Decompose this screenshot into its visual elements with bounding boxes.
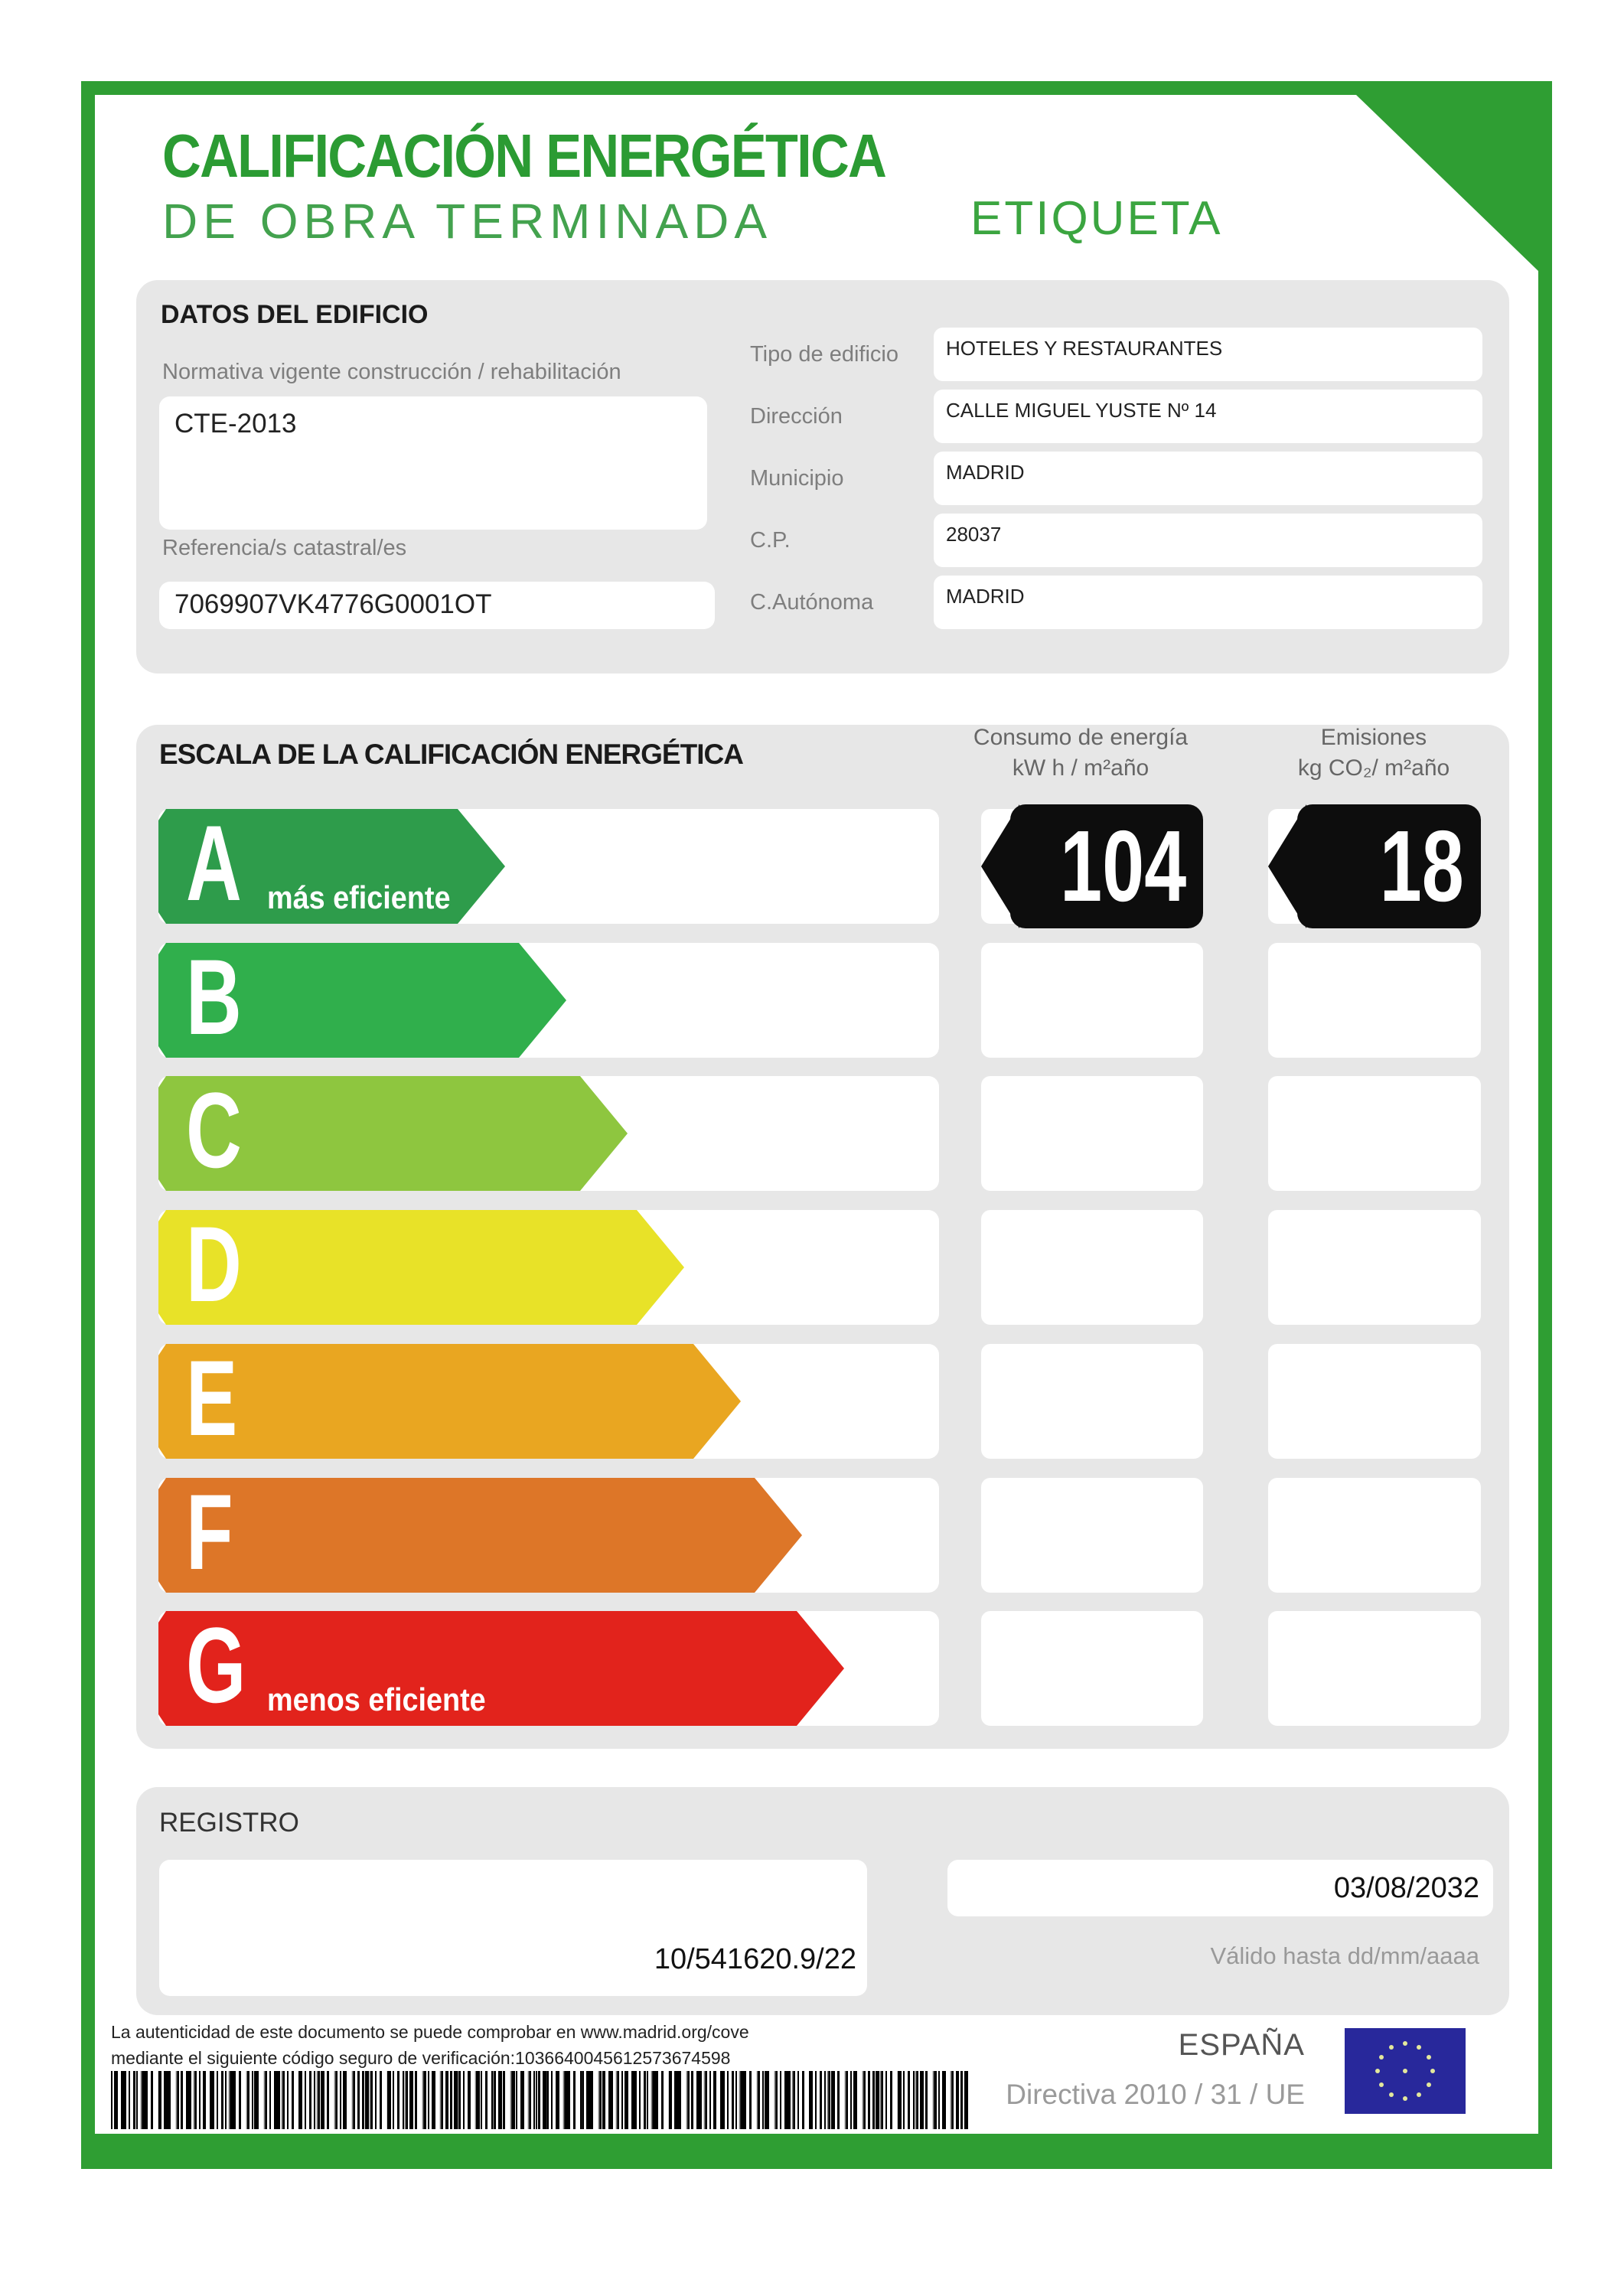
consumption-column-header: Consumo de energía kW h / m²año [954,722,1207,784]
rating-row: A más eficiente 104 18 [0,804,1624,928]
rating-letter: E [186,1338,238,1458]
emissions-header-line1: Emisiones [1320,725,1427,750]
building-field-row: Dirección CALLE MIGUEL YUSTE Nº 14 [750,390,1482,443]
page-title: CALIFICACIÓN ENERGÉTICA [162,122,887,190]
rating-row: G menos eficiente [0,1611,1624,1726]
consumption-cell [981,1611,1203,1726]
building-field-label: Tipo de edificio [750,341,898,367]
rating-arrow: E [158,1344,741,1459]
rating-letter: G [186,1605,246,1725]
consumption-cell [981,1210,1203,1325]
building-field-value: HOTELES Y RESTAURANTES [934,328,1482,381]
scale-section-title: ESCALA DE LA CALIFICACIÓN ENERGÉTICA [159,739,744,770]
eu-flag-stars [1403,2069,1407,2073]
building-field-row: Tipo de edificio HOTELES Y RESTAURANTES [750,328,1482,381]
rating-letter: B [186,937,242,1057]
emissions-badge: 18 [1268,804,1481,928]
building-field-label: C.P. [750,527,791,553]
building-field-value: 28037 [934,514,1482,567]
building-field-value: CALLE MIGUEL YUSTE Nº 14 [934,390,1482,443]
normativa-value: CTE-2013 [174,409,297,439]
valid-until-value: 03/08/2032 [1333,1872,1479,1904]
emissions-value: 18 [1379,810,1464,922]
page-subtitle: DE OBRA TERMINADA [162,194,773,249]
building-field-row: C.Autónoma MADRID [750,576,1482,629]
etiqueta-label: ETIQUETA [970,192,1223,245]
rating-arrow: C [158,1076,628,1191]
consumption-header-units: kW h / m²año [1012,755,1150,781]
emissions-cell [1268,1076,1481,1191]
emissions-cell [1268,1344,1481,1459]
rating-row: B [0,943,1624,1058]
referencia-field: 7069907VK4776G0001OT [159,582,715,629]
valid-until-field: 03/08/2032 [947,1860,1493,1916]
emissions-column-header: Emisiones kg CO₂/ m²año [1247,722,1500,784]
directive-label: Directiva 2010 / 31 / UE [1006,2079,1305,2110]
building-fields: Tipo de edificio HOTELES Y RESTAURANTES … [750,328,1482,629]
rating-arrow: D [158,1210,684,1325]
building-field-value: MADRID [934,452,1482,505]
consumption-value: 104 [1059,810,1186,922]
rating-note: menos eficiente [267,1681,486,1717]
rating-arrow: A más eficiente [158,809,505,924]
country-label: ESPAÑA [1178,2028,1305,2062]
rating-letter: D [186,1204,242,1324]
rating-note: más eficiente [267,879,451,915]
rating-row: C [0,1076,1624,1191]
rating-letter: F [186,1472,233,1592]
consumption-cell [981,1344,1203,1459]
eu-flag-icon [1345,2028,1466,2114]
emissions-cell [1268,943,1481,1058]
emissions-header-units: kg CO₂/ m²año [1297,755,1450,781]
building-field-row: C.P. 28037 [750,514,1482,567]
building-field-label: Dirección [750,403,843,429]
rating-letter: A [186,803,242,923]
referencia-label: Referencia/s catastral/es [162,536,407,560]
rating-arrow: B [158,943,566,1058]
registry-number-value: 10/541620.9/22 [654,1943,856,1975]
rating-row: F [0,1478,1624,1593]
rating-letter: C [186,1070,242,1190]
building-field-label: C.Autónoma [750,589,874,615]
rating-row: E [0,1344,1624,1459]
emissions-cell [1268,1210,1481,1325]
normativa-field: CTE-2013 [159,396,707,530]
authenticity-line1: La autenticidad de este documento se pue… [111,2022,749,2042]
consumption-cell [981,1076,1203,1191]
consumption-cell [981,943,1203,1058]
consumption-header-line1: Consumo de energía [973,725,1189,750]
building-field-label: Municipio [750,465,844,491]
normativa-label: Normativa vigente construcción / rehabil… [162,360,621,384]
building-section-title: DATOS DEL EDIFICIO [161,300,429,329]
badge-body [1010,804,1203,928]
registry-section-title: REGISTRO [159,1808,299,1838]
rating-arrow: G menos eficiente [158,1611,844,1726]
rating-arrow: F [158,1478,802,1593]
valid-until-label: Válido hasta dd/mm/aaaa [1210,1942,1479,1969]
emissions-cell [1268,1478,1481,1593]
referencia-value: 7069907VK4776G0001OT [174,589,492,619]
consumption-badge: 104 [981,804,1203,928]
barcode [111,2071,968,2129]
emissions-cell [1268,1611,1481,1726]
registry-number-field: 10/541620.9/22 [159,1860,867,1996]
building-field-value: MADRID [934,576,1482,629]
building-field-row: Municipio MADRID [750,452,1482,505]
green-frame [81,81,1552,2169]
rating-row: D [0,1210,1624,1325]
consumption-cell [981,1478,1203,1593]
authenticity-line2: mediante el siguiente código seguro de v… [111,2048,731,2068]
badge-body [1297,804,1481,928]
